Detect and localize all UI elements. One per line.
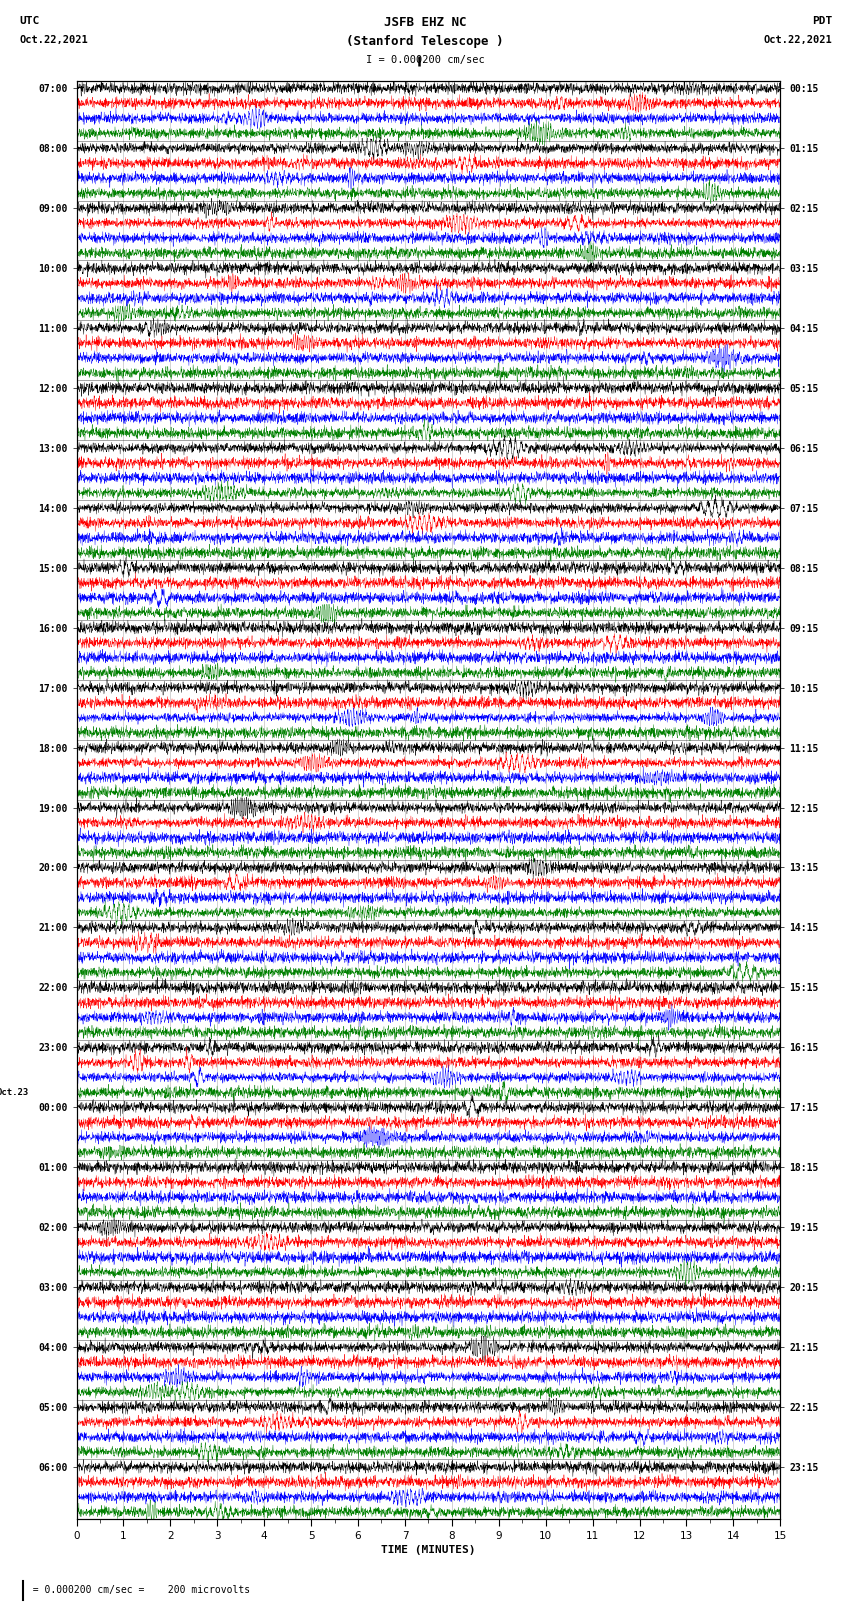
Text: = 0.000200 cm/sec =    200 microvolts: = 0.000200 cm/sec = 200 microvolts: [21, 1586, 251, 1595]
Text: JSFB EHZ NC: JSFB EHZ NC: [383, 16, 467, 29]
Text: PDT: PDT: [813, 16, 832, 26]
Text: Oct.22,2021: Oct.22,2021: [764, 35, 832, 45]
Text: Oct.22,2021: Oct.22,2021: [19, 35, 88, 45]
Text: Oct.23: Oct.23: [0, 1087, 29, 1097]
X-axis label: TIME (MINUTES): TIME (MINUTES): [381, 1545, 476, 1555]
Text: I = 0.000200 cm/sec: I = 0.000200 cm/sec: [366, 55, 484, 65]
Text: (Stanford Telescope ): (Stanford Telescope ): [346, 35, 504, 48]
Text: UTC: UTC: [19, 16, 39, 26]
